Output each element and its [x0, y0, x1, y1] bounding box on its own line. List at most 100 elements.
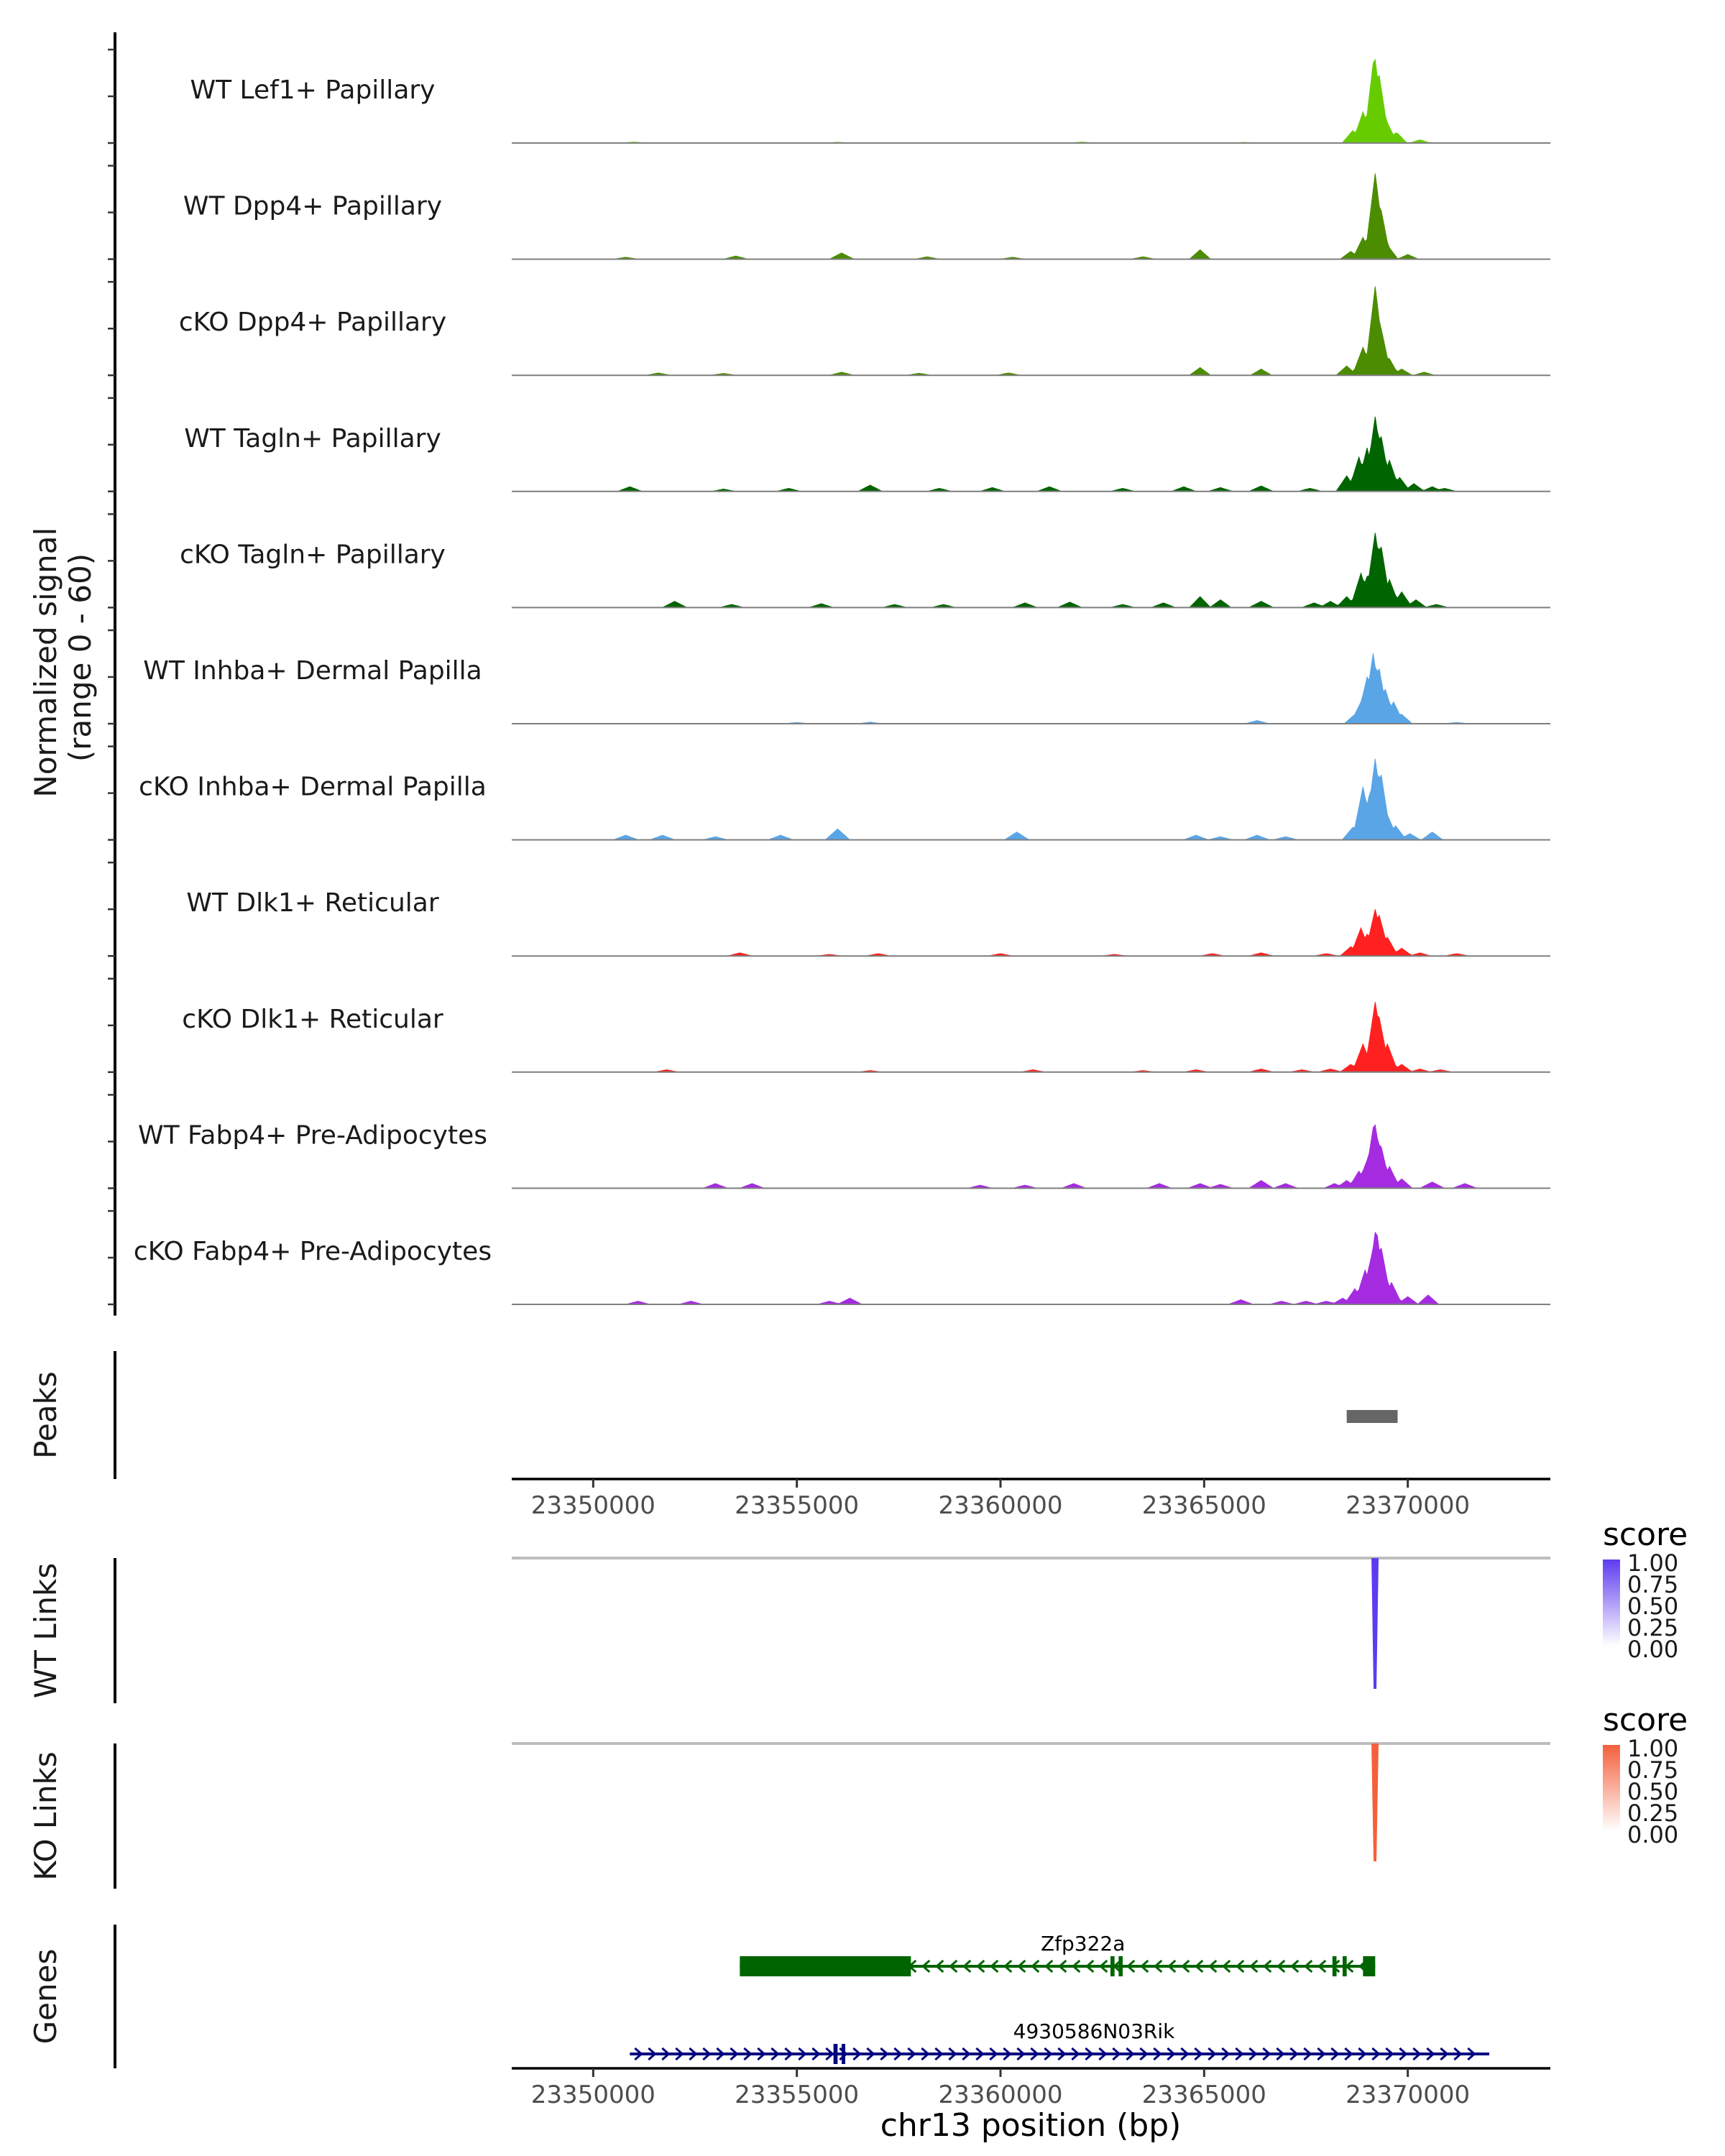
strand-arrow — [935, 1959, 944, 1973]
track-label: cKO Tagln+ Papillary — [180, 540, 446, 569]
strand-arrow — [634, 2047, 643, 2061]
strand-arrow — [893, 2047, 903, 2061]
gene-exon — [1343, 1956, 1347, 1976]
strand-arrow — [825, 2047, 834, 2061]
genes-label: Genes — [28, 1949, 63, 2045]
strand-arrow — [1181, 1959, 1190, 1973]
gene-exon — [1110, 1956, 1115, 1976]
gene-model: 4930586N03Rik — [630, 2019, 1489, 2064]
x-tick-label: 23370000 — [1346, 2081, 1470, 2109]
coverage-area — [613, 653, 1489, 724]
strand-arrow — [1317, 1959, 1327, 1973]
legend-tick-label: 1.00 — [1627, 1735, 1678, 1762]
strand-arrow — [1072, 1959, 1081, 1973]
coverage-area — [613, 173, 1489, 260]
legend-tick-label: 0.00 — [1627, 1636, 1678, 1663]
coverage-track: WT Fabp4+ Pre-Adipocytes — [138, 1120, 1550, 1189]
legend-tick-label: 0.00 — [1627, 1821, 1678, 1848]
coverage-area — [613, 1231, 1489, 1305]
strand-arrow — [770, 2047, 780, 2061]
strand-arrow — [1126, 1959, 1136, 1973]
gene-name: 4930586N03Rik — [1013, 2019, 1176, 2043]
strand-arrow — [1167, 1959, 1177, 1973]
gene-exon — [1118, 1956, 1123, 1976]
coverage-track: cKO Dlk1+ Reticular — [182, 1002, 1550, 1073]
legend-tick-label: 0.25 — [1627, 1614, 1678, 1641]
strand-arrow — [1262, 2047, 1271, 2061]
link-arc — [1371, 1743, 1379, 1861]
strand-arrow — [1276, 1959, 1286, 1973]
x-tick-label: 23365000 — [1142, 2081, 1266, 2109]
strand-arrow — [702, 2047, 712, 2061]
strand-arrow — [1154, 1959, 1163, 1973]
strand-arrow — [811, 2047, 821, 2061]
strand-arrow — [1248, 2047, 1258, 2061]
gene-exon — [833, 2044, 838, 2064]
legend-colorbar — [1603, 1560, 1620, 1646]
track-label: WT Fabp4+ Pre-Adipocytes — [138, 1120, 487, 1150]
strand-arrow — [1085, 1959, 1095, 1973]
track-label: cKO Dpp4+ Papillary — [179, 308, 446, 337]
x-axis-top: 23350000 23355000 23360000 23365000 23370000 — [512, 1478, 1550, 1520]
coverage-track: cKO Tagln+ Papillary — [180, 533, 1550, 609]
x-axis-title: chr13 position (bp) — [880, 2107, 1182, 2144]
track-label: WT Dlk1+ Reticular — [186, 888, 438, 918]
coverage-track: WT Tagln+ Papillary — [184, 416, 1550, 492]
strand-arrow — [1044, 2047, 1053, 2061]
strand-arrow — [1031, 1959, 1040, 1973]
strand-arrow — [962, 1959, 972, 1973]
track-label: WT Inhba+ Dermal Papilla — [143, 656, 482, 686]
coverage-tracks: WT Lef1+ Papillary WT Dpp4+ Papillary cKO … — [134, 58, 1550, 1305]
legend-tick-label: 1.00 — [1627, 1549, 1678, 1577]
strand-arrow — [921, 1959, 931, 1973]
strand-arrow — [1222, 1959, 1231, 1973]
x-tick-label: 23355000 — [735, 2081, 859, 2109]
strand-arrow — [1235, 2047, 1244, 2061]
strand-arrow — [975, 2047, 985, 2061]
strand-arrow — [716, 2047, 725, 2061]
strand-arrow — [1140, 1959, 1149, 1973]
strand-arrow — [934, 2047, 944, 2061]
x-tick-label: 23360000 — [938, 2081, 1062, 2109]
gene-exon — [740, 1956, 911, 1976]
strand-arrow — [1304, 1959, 1313, 1973]
strand-arrow — [1426, 2047, 1435, 2061]
gene-exon — [842, 2044, 845, 2064]
coverage-area — [613, 1002, 1489, 1073]
gene-exon — [1363, 1956, 1376, 1976]
links-label: WT Links — [28, 1563, 63, 1698]
x-tick-label: 23365000 — [1142, 1491, 1266, 1520]
strand-arrow — [1249, 1959, 1259, 1973]
strand-arrow — [1317, 2047, 1326, 2061]
strand-arrow — [1330, 2047, 1340, 2061]
coverage-track: WT Inhba+ Dermal Papilla — [143, 653, 1550, 724]
coverage-area — [613, 416, 1489, 492]
strand-arrow — [648, 2047, 657, 2061]
strand-arrow — [880, 2047, 889, 2061]
coverage-y-axis — [108, 32, 116, 1316]
legend-colorbar — [1603, 1745, 1620, 1831]
coverage-area — [613, 909, 1489, 957]
track-label: WT Lef1+ Papillary — [190, 75, 436, 105]
gene-models: Zfp322a 4930586N03Rik — [630, 1932, 1489, 2064]
legend-tick-label: 0.50 — [1627, 1593, 1678, 1620]
x-tick-label: 23355000 — [735, 1491, 859, 1520]
strand-arrow — [743, 2047, 753, 2061]
peak-regions — [1346, 1410, 1398, 1423]
strand-arrow — [1030, 2047, 1039, 2061]
strand-arrow — [689, 2047, 698, 2061]
track-label: WT Dpp4+ Papillary — [183, 192, 442, 221]
x-tick-label: 23360000 — [938, 1491, 1062, 1520]
strand-arrow — [1195, 1959, 1204, 1973]
legend-tick-label: 0.75 — [1627, 1756, 1678, 1784]
legend-tick-label: 0.75 — [1627, 1571, 1678, 1598]
strand-arrow — [1112, 2047, 1121, 2061]
strand-arrow — [1153, 2047, 1162, 2061]
link-arc — [1371, 1558, 1379, 1689]
strand-arrow — [661, 2047, 671, 2061]
strand-arrow — [1071, 2047, 1080, 2061]
strand-arrow — [1180, 2047, 1190, 2061]
legend-tick-label: 0.25 — [1627, 1800, 1678, 1827]
